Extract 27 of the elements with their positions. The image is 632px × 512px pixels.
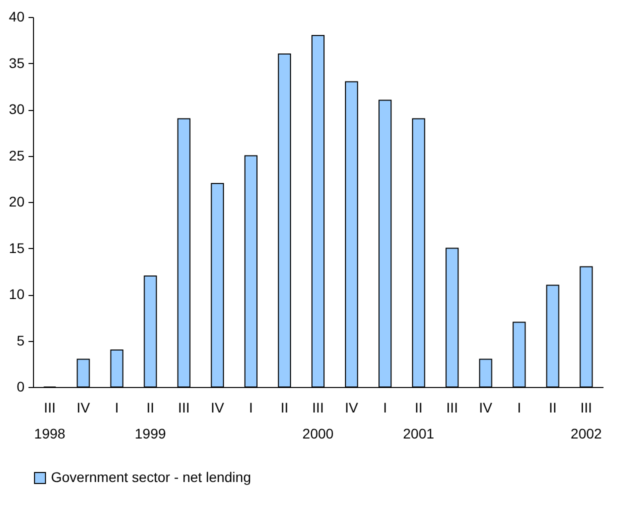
x-tick-label: I xyxy=(114,400,119,416)
y-tick-label: 0 xyxy=(16,378,25,394)
x-tick-label: IV xyxy=(76,400,91,416)
x-tick-label: II xyxy=(548,400,557,416)
y-tick-label: 5 xyxy=(16,332,25,348)
x-tick-label: III 1998 xyxy=(34,400,66,442)
x-tick-label: II 1999 xyxy=(134,400,166,442)
y-tick-label: 10 xyxy=(8,286,25,302)
y-tick-label: 25 xyxy=(8,147,25,164)
x-tick-label: I xyxy=(517,400,522,416)
y-tick-label: 35 xyxy=(8,54,25,71)
y-tick-label: 30 xyxy=(8,101,25,117)
x-tick-label: III xyxy=(446,400,458,416)
x-tick-label: II xyxy=(280,400,288,416)
x-tick-label: IV xyxy=(344,400,359,416)
x-tick-label: III xyxy=(178,400,190,416)
y-tick-label: 15 xyxy=(8,240,25,256)
x-tick-label: IV xyxy=(210,400,225,416)
x-tick-label: IV xyxy=(479,400,493,416)
y-tick-label: 40 xyxy=(8,8,25,24)
x-tick-label: III 2000 xyxy=(302,400,334,442)
x-tick-label: II 2001 xyxy=(403,400,434,442)
x-tick-label: III 2002 xyxy=(570,400,602,442)
x-tick-label: I xyxy=(248,400,253,416)
x-tick-label: I xyxy=(383,400,388,416)
y-tick-label: 20 xyxy=(8,194,25,210)
legend-label: Government sector - net lending xyxy=(51,469,251,485)
